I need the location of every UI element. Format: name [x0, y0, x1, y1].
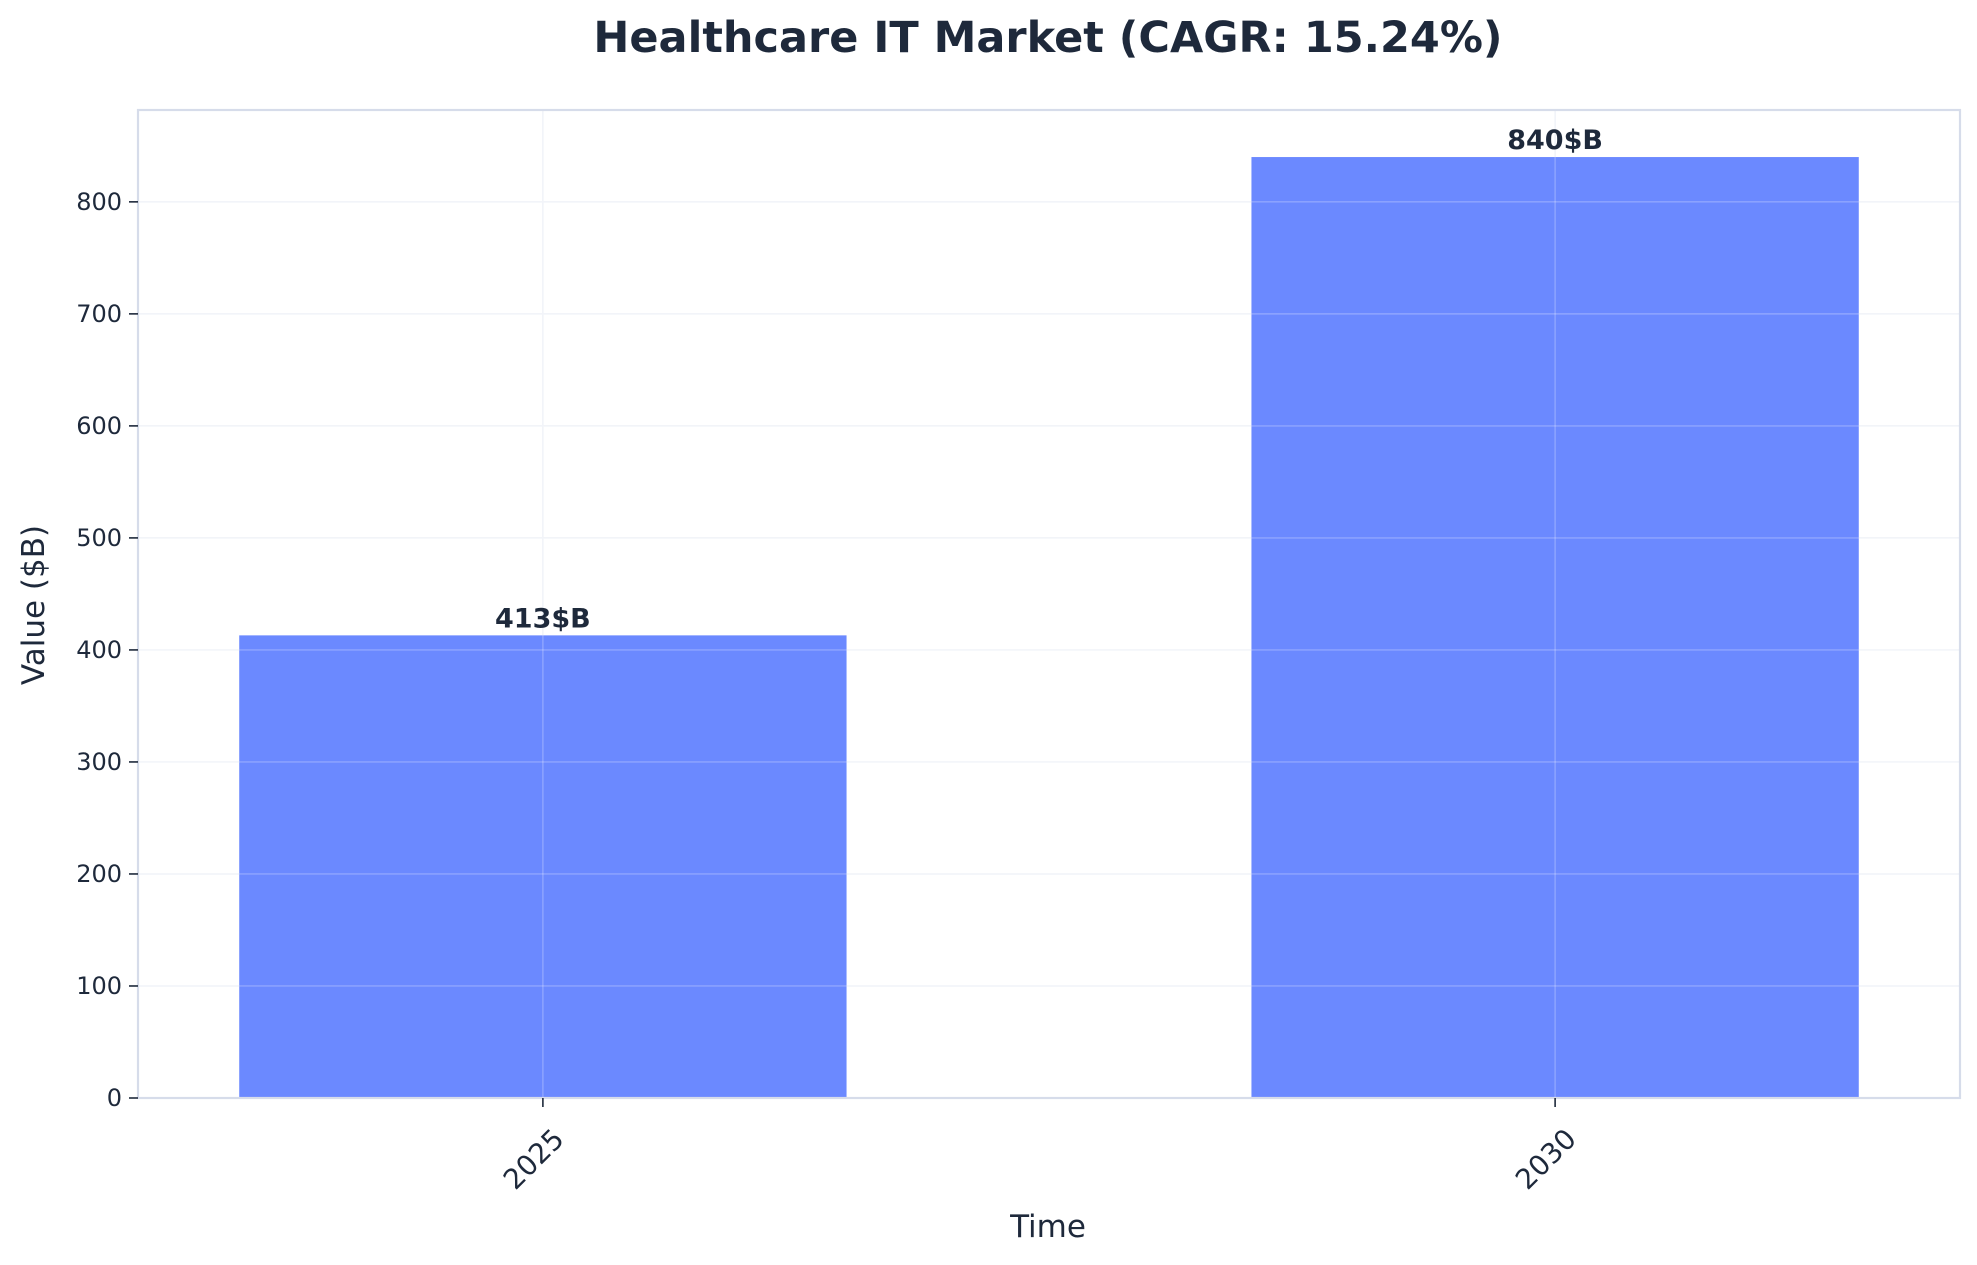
- y-tick-label: 400: [76, 636, 122, 664]
- y-tick-label: 600: [76, 412, 122, 440]
- y-tick-label: 800: [76, 188, 122, 216]
- y-tick-label: 500: [76, 524, 122, 552]
- data-label-2025: 413$B: [495, 603, 591, 634]
- x-tick-label: 2030: [1509, 1122, 1583, 1196]
- data-label-layer: 413$B 840$B: [495, 125, 1603, 634]
- bar-layer: [239, 157, 1859, 1099]
- y-tick-label: 200: [76, 860, 122, 888]
- y-axis-label: Value ($B): [16, 525, 52, 685]
- x-tick-label: 2025: [497, 1122, 571, 1196]
- axis-layer: 0 100 200 300 400 500 600 700 800 2025 2030: [76, 188, 1583, 1196]
- x-axis-label: Time: [1009, 1209, 1086, 1245]
- data-label-2030: 840$B: [1507, 125, 1603, 156]
- y-tick-label: 100: [76, 972, 122, 1000]
- bar-2025: [239, 635, 847, 1098]
- y-tick-label: 700: [76, 300, 122, 328]
- y-tick-label: 300: [76, 748, 122, 776]
- plot-frame: [136, 108, 1962, 1100]
- chart-title: Healthcare IT Market (CAGR: 15.24%): [593, 13, 1502, 63]
- y-tick-label: 0: [107, 1084, 122, 1112]
- bar-2030: [1251, 157, 1859, 1099]
